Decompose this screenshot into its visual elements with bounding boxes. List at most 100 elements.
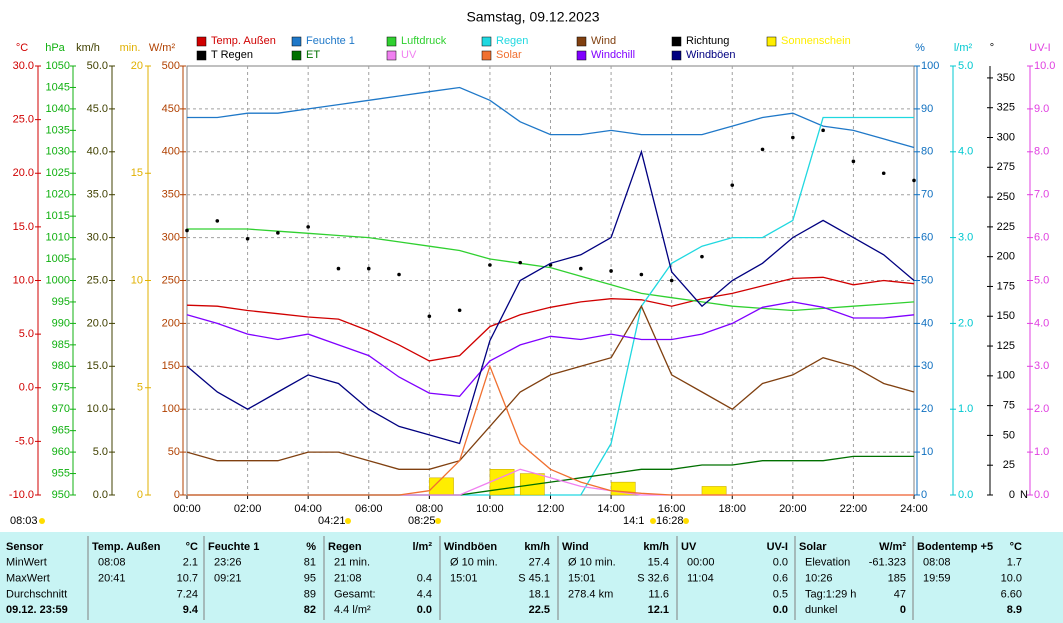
legend-swatch <box>671 50 682 61</box>
y-tick-label: 970 <box>52 403 70 415</box>
direction-dot <box>306 225 310 229</box>
y-tick-label: 1015 <box>46 210 70 222</box>
annotation-marker <box>683 518 689 524</box>
y-tick-label: 325 <box>997 102 1015 114</box>
table-value: 81 <box>304 557 316 569</box>
y-tick-label: 75 <box>1003 400 1015 412</box>
legend-swatch <box>386 50 397 61</box>
north-label: N <box>1020 489 1028 501</box>
legend-swatch <box>196 36 207 47</box>
legend-swatch <box>576 50 587 61</box>
legend-swatch <box>291 50 302 61</box>
legend-swatch <box>196 50 207 61</box>
annotation-marker <box>650 518 656 524</box>
table-cell: 08:08 <box>98 557 126 569</box>
series-line <box>186 149 915 445</box>
table-cell: MaxWert <box>6 573 50 585</box>
y-tick-label: 100 <box>162 403 180 415</box>
y-tick-label: 30.0 <box>87 232 108 244</box>
table-background <box>0 532 1063 623</box>
y-tick-label: 50 <box>1003 429 1015 441</box>
table-header: Temp. Außen <box>92 541 161 553</box>
series-line <box>186 301 915 397</box>
y-tick-label: 15 <box>131 167 143 179</box>
table-value: 7.24 <box>177 588 198 600</box>
table-value: 89 <box>304 588 316 600</box>
x-tick-label: 20:00 <box>779 503 807 515</box>
y-tick-label: 5.0 <box>19 328 34 340</box>
y-tick-label: 2.0 <box>958 317 973 329</box>
table-cell: 15:01 <box>450 573 478 585</box>
y-tick-label: 0 <box>921 489 927 501</box>
legend-label: Windböen <box>686 49 736 61</box>
y-tick-label: 15.0 <box>87 360 108 372</box>
direction-dot <box>366 266 371 271</box>
y-tick-label: 250 <box>162 274 180 286</box>
direction-dot <box>427 314 432 319</box>
y-tick-label: 950 <box>52 489 70 501</box>
y-tick-label: 0 <box>137 489 143 501</box>
table-header: Wind <box>562 541 589 553</box>
direction-dot <box>730 183 735 187</box>
table-value: 22.5 <box>529 604 550 616</box>
y-tick-label: 980 <box>52 360 70 372</box>
series-line <box>186 304 915 470</box>
x-tick-label: 12:00 <box>537 503 565 515</box>
y-tick-label: 30 <box>921 360 933 372</box>
legend-label: Richtung <box>686 35 729 47</box>
x-tick-label: 18:00 <box>718 503 746 515</box>
y-tick-label: -5.0 <box>15 435 34 447</box>
legend-label: Regen <box>496 35 528 47</box>
table-cell: 20:41 <box>98 573 126 585</box>
y-tick-label: -10.0 <box>9 489 34 501</box>
y-tick-label: 200 <box>162 317 180 329</box>
y-tick-label: 40 <box>921 317 933 329</box>
x-tick-label: 02:00 <box>234 503 262 515</box>
y-tick-label: 250 <box>997 191 1015 203</box>
table-value: 27.4 <box>529 557 550 569</box>
y-tick-label: 300 <box>997 131 1015 143</box>
table-cell: 23:26 <box>214 557 242 569</box>
axis-unit: UV-I <box>1029 42 1050 54</box>
y-tick-label: 20 <box>131 60 143 72</box>
legend-label: Wind <box>591 35 616 47</box>
time-annotation: 08:03 <box>10 515 38 527</box>
y-tick-label: 10.0 <box>1034 60 1055 72</box>
y-tick-label: 20 <box>921 403 933 415</box>
table-value: 95 <box>304 573 316 585</box>
y-tick-label: 3.0 <box>1034 360 1049 372</box>
legend-swatch <box>386 36 397 47</box>
direction-dot <box>912 178 916 183</box>
time-annotation: 08:25 <box>408 515 436 527</box>
y-tick-label: 1045 <box>46 81 70 93</box>
table-cell: 278.4 km <box>568 588 613 600</box>
direction-dot <box>578 266 583 271</box>
table-cell: MinWert <box>6 557 47 569</box>
direction-dot <box>336 266 341 271</box>
axis-unit: W/m² <box>149 42 176 54</box>
y-tick-label: 1005 <box>46 253 70 265</box>
legend-label: UV <box>401 49 417 61</box>
direction-dot <box>669 278 674 283</box>
direction-dot <box>185 228 189 233</box>
legend-label: Solar <box>496 49 522 61</box>
axis-unit: % <box>915 42 925 54</box>
table-cell: 09.12. 23:59 <box>6 604 68 616</box>
direction-dot <box>215 219 220 223</box>
table-value: 0.0 <box>773 557 788 569</box>
sunshine-bar <box>701 486 727 496</box>
time-annotation: 04:21 <box>318 515 346 527</box>
direction-dot <box>397 272 401 277</box>
table-value: 0.0 <box>417 604 432 616</box>
table-value: 2.1 <box>183 557 198 569</box>
legend-swatch <box>576 36 587 47</box>
table-header-unit: W/m² <box>879 541 906 553</box>
y-tick-label: 5 <box>137 382 143 394</box>
table-cell: 19:59 <box>923 573 951 585</box>
table-cell: Durchschnitt <box>6 588 67 600</box>
y-tick-label: 1040 <box>46 103 70 115</box>
legend-label: Windchill <box>591 49 635 61</box>
table-header: Windböen <box>444 541 497 553</box>
annotation-marker <box>39 518 45 524</box>
